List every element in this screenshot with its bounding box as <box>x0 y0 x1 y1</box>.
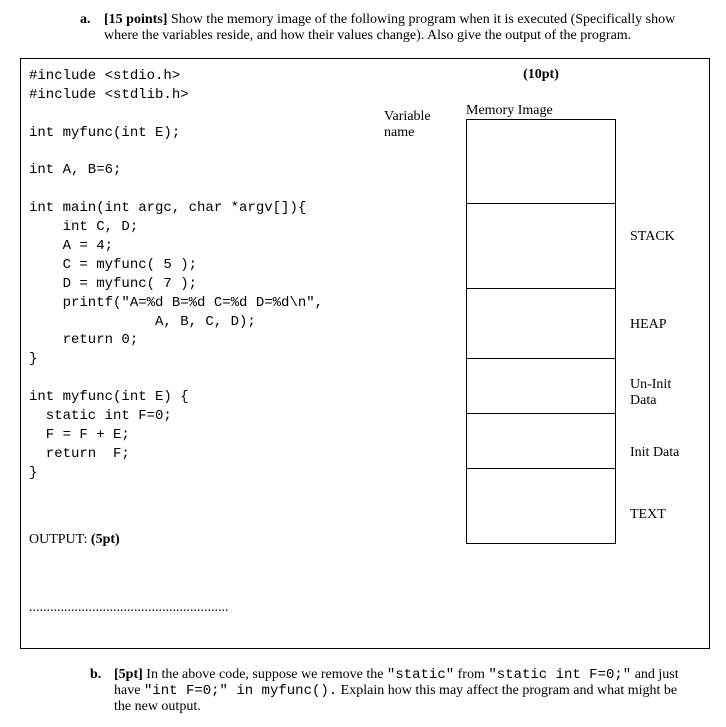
output-blank: ........................................… <box>29 599 374 618</box>
varname-label: Variable name <box>384 109 431 141</box>
qb-c2: "static int F=0;" <box>488 667 631 683</box>
question-b: b. [5pt] In the above code, suppose we r… <box>20 667 706 715</box>
qb-c3: "int F=0;" in myfunc(). <box>144 683 337 699</box>
varname-l1: Variable <box>384 109 431 125</box>
memory-stack <box>466 119 616 544</box>
points-label: (10pt) <box>466 67 616 83</box>
mem-cell-2 <box>467 204 615 289</box>
diagram-box: #include <stdio.h> #include <stdlib.h> i… <box>20 58 710 649</box>
memory-column: (10pt) Memory Image <box>466 67 616 618</box>
label-initdata: Init Data <box>630 445 679 461</box>
output-block: OUTPUT: (5pt) <box>29 531 374 550</box>
qb-t1: In the above code, suppose we remove the <box>143 667 387 682</box>
variable-column: Variable name <box>384 67 456 618</box>
label-uninit-1: Un-Init <box>630 377 671 393</box>
qb-label: b. <box>90 667 114 715</box>
qa-text: [15 points] Show the memory image of the… <box>104 12 706 44</box>
mem-cell-5 <box>467 414 615 469</box>
qb-t2: from <box>454 667 488 682</box>
qa-points: [15 points] <box>104 12 167 27</box>
mem-cell-4 <box>467 359 615 414</box>
label-stack: STACK <box>630 229 675 245</box>
label-text: TEXT <box>630 507 666 523</box>
memory-image-label: Memory Image <box>466 103 616 119</box>
qb-points: [5pt] <box>114 667 143 682</box>
diagram-columns: #include <stdio.h> #include <stdlib.h> i… <box>29 67 701 618</box>
qb-c1: "static" <box>387 667 454 683</box>
mem-cell-3 <box>467 289 615 359</box>
label-uninit-2: Data <box>630 393 671 409</box>
varname-l2: name <box>384 125 431 141</box>
label-uninit: Un-Init Data <box>630 377 671 409</box>
qb-text: [5pt] In the above code, suppose we remo… <box>114 667 696 715</box>
qa-body: Show the memory image of the following p… <box>104 12 675 43</box>
mem-cell-6 <box>467 469 615 544</box>
section-label-column: STACK HEAP Un-Init Data Init Data TEXT <box>626 67 696 618</box>
label-heap: HEAP <box>630 317 667 333</box>
code-text: #include <stdio.h> #include <stdlib.h> i… <box>29 68 323 481</box>
code-column: #include <stdio.h> #include <stdlib.h> i… <box>29 67 374 618</box>
question-a: a. [15 points] Show the memory image of … <box>20 12 706 44</box>
output-label: OUTPUT: (5pt) <box>29 532 120 547</box>
qa-label: a. <box>80 12 104 44</box>
mem-cell-1 <box>467 119 615 204</box>
